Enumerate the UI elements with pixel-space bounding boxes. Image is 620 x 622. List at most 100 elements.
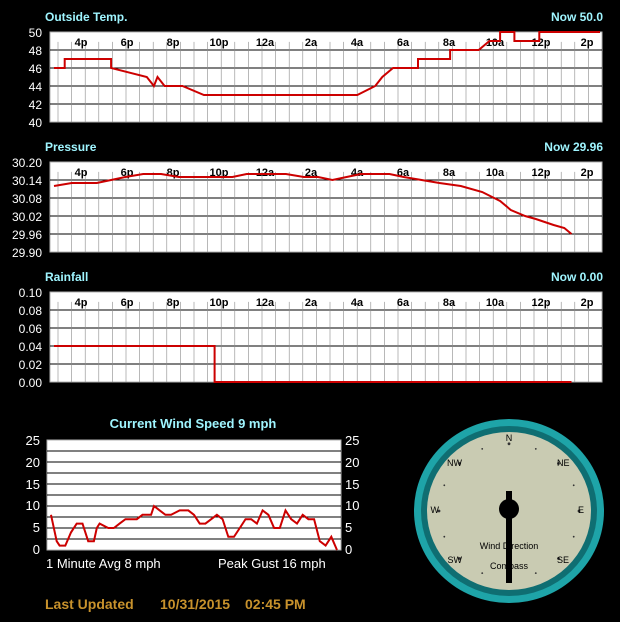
last-updated-label: Last Updated: [45, 596, 134, 612]
temp-time-label: 10a: [486, 37, 505, 49]
compass-label-line1: Wind Direction: [480, 541, 539, 551]
rain-time-label: 2a: [305, 297, 318, 309]
compass-tick: [458, 557, 461, 560]
wind-y-label: 15: [25, 477, 40, 492]
rain-time-label: 2p: [581, 297, 594, 309]
rain-time-label: 10a: [486, 297, 505, 309]
rain-time-label: 12a: [256, 297, 275, 309]
pressure-time-label: 12a: [256, 167, 275, 179]
temp-y-label: 50: [28, 26, 42, 40]
temp-y-label: 44: [28, 80, 42, 94]
compass-ticks: [437, 442, 581, 580]
compass-n-label: N: [506, 433, 513, 443]
pressure-time-label: 4p: [75, 167, 88, 179]
temp-title: Outside Temp.: [45, 10, 128, 24]
rain-title: Rainfall: [45, 270, 89, 284]
pressure-time-label: 10a: [486, 167, 505, 179]
wind-y-label: 25: [25, 433, 40, 448]
wind-y-label-right: 5: [345, 520, 353, 535]
rain-y-label: 0.10: [18, 286, 42, 300]
rain-time-label: 6p: [121, 297, 134, 309]
temp-time-label: 12p: [532, 37, 551, 49]
rain-time-label: 8a: [443, 297, 456, 309]
wind-plot-area: [46, 439, 342, 551]
pressure-y-label: 30.14: [11, 174, 42, 188]
pressure-y-label: 29.96: [11, 228, 42, 242]
rain-now: Now 0.00: [550, 270, 603, 284]
rain-time-label: 4p: [75, 297, 88, 309]
temp-time-label: 8a: [443, 37, 456, 49]
compass-s-label: S: [506, 575, 512, 585]
wind-y-label: 20: [25, 455, 40, 470]
pressure-time-label: 2p: [581, 167, 594, 179]
compass-tick: [572, 535, 575, 538]
temp-y-label: 42: [28, 98, 42, 112]
pressure-now: Now 29.96: [544, 140, 603, 154]
pressure-series-line: [53, 173, 573, 235]
compass-tick: [458, 462, 461, 465]
rain-series-line: [54, 345, 572, 383]
compass-nw-label: NW: [447, 458, 462, 468]
temp-time-label: 10p: [210, 37, 229, 49]
compass-e-label: E: [578, 505, 584, 515]
wind-y-label-right: 0: [345, 542, 353, 557]
rain-y-label: 0.04: [18, 340, 42, 354]
rain-time-label: 8p: [167, 297, 180, 309]
wind-y-label-right: 25: [345, 433, 360, 448]
wind-y-label-right: 20: [345, 455, 360, 470]
wind-y-label: 5: [32, 520, 40, 535]
compass-w-label: W: [431, 505, 440, 515]
temp-time-label: 6p: [121, 37, 134, 49]
temp-y-label: 40: [28, 116, 42, 130]
temp-time-label: 2a: [305, 37, 318, 49]
compass-tick: [577, 509, 581, 513]
rain-time-label: 4a: [351, 297, 364, 309]
pressure-y-label: 30.08: [11, 192, 42, 206]
temp-now: Now 50.0: [550, 10, 603, 24]
rain-y-label: 0.02: [18, 358, 42, 372]
last-updated-time: 02:45 PM: [245, 596, 306, 612]
compass-tick: [437, 509, 441, 513]
compass-tick: [481, 572, 484, 574]
rain-time-label: 6a: [397, 297, 410, 309]
temp-series-line: [54, 31, 600, 96]
compass-label-line2: Compass: [490, 561, 529, 571]
temp-time-label: 4a: [351, 37, 364, 49]
pressure-time-label: 8p: [167, 167, 180, 179]
compass-tick: [443, 535, 446, 538]
temp-time-label: 6a: [397, 37, 410, 49]
wind-title: Current Wind Speed 9 mph: [109, 416, 277, 431]
wind-series-line: [50, 504, 338, 551]
compass-tick: [534, 448, 537, 450]
compass-tick: [557, 462, 560, 465]
compass-tick: [507, 442, 511, 446]
wind-y-label-right: 15: [345, 477, 360, 492]
compass-needle: [506, 491, 512, 583]
pressure-time-label: 6a: [397, 167, 410, 179]
pressure-time-label: 8a: [443, 167, 456, 179]
rain-y-label: 0.06: [18, 322, 42, 336]
pressure-time-label: 4a: [351, 167, 364, 179]
compass-tick: [557, 557, 560, 560]
compass-sw-label: SW: [448, 555, 463, 565]
compass-hub: [499, 499, 519, 519]
compass-ne-label: NE: [557, 458, 570, 468]
temp-time-label: 12a: [256, 37, 275, 49]
wind-y-label: 10: [25, 498, 40, 513]
pressure-time-label: 12p: [532, 167, 551, 179]
pressure-time-label: 2a: [305, 167, 318, 179]
temp-time-label: 8p: [167, 37, 180, 49]
pressure-time-label: 10p: [210, 167, 229, 179]
temp-y-label: 48: [28, 44, 42, 58]
wind-direction-compass: N S E W NE NW SE SW Wind Direction Compa…: [413, 418, 605, 604]
wind-gust-label: Peak Gust 16 mph: [218, 556, 326, 571]
compass-tick: [443, 484, 446, 487]
last-updated-date: 10/31/2015: [160, 596, 231, 612]
wind-y-label-right: 10: [345, 498, 360, 513]
rain-y-label: 0.00: [18, 376, 42, 390]
rain-plot-area: [49, 291, 603, 383]
rain-time-label: 12p: [532, 297, 551, 309]
pressure-y-label: 30.02: [11, 210, 42, 224]
compass-tick: [481, 448, 484, 450]
temp-plot-area: [49, 31, 603, 123]
